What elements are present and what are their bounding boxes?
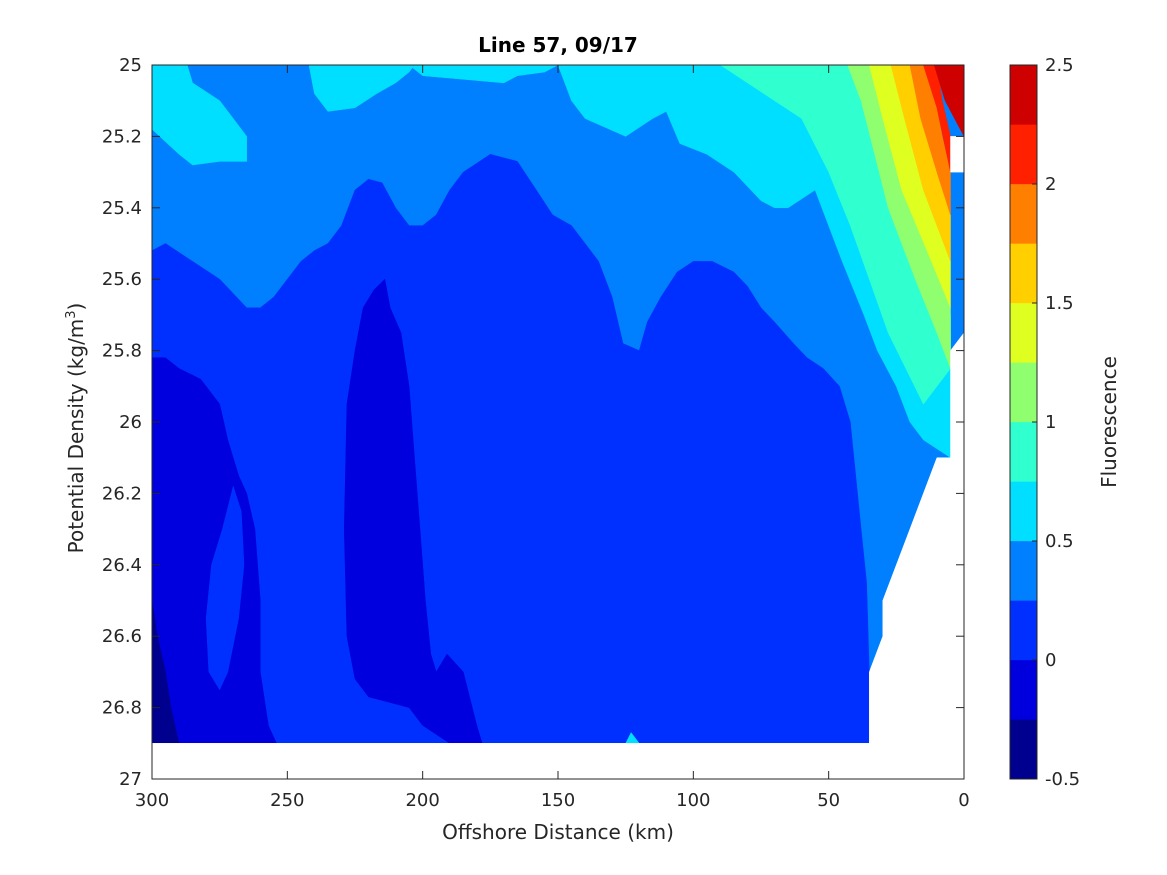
colorbar-segment-1 [1009, 659, 1038, 720]
colorbar-segment-6 [1009, 362, 1038, 423]
y-axis-label-main: Potential Density (kg/m [64, 319, 88, 554]
colorbar-tick-label-2: 0.5 [1045, 531, 1074, 552]
y-tick-label-6: 26.2 [102, 483, 142, 504]
y-tick-label-2: 25.4 [102, 198, 142, 219]
y-tick-label-10: 27 [119, 769, 142, 790]
colorbar-tick-label-6: 2.5 [1045, 55, 1074, 76]
x-axis: 300 250 200 150 100 50 0 [135, 65, 970, 811]
plot-area: 300 250 200 150 100 50 0 2525.225.425.625.8262… [102, 55, 970, 811]
y-axis-label-closing: ) [64, 303, 88, 311]
y-tick-label-1: 25.2 [102, 126, 142, 147]
no-data-region-2 [152, 743, 964, 779]
y-tick-label-9: 26.8 [102, 698, 142, 719]
x-tick-label-0: 300 [135, 790, 169, 811]
missing-data-regions [152, 136, 964, 779]
y-tick-label-4: 25.8 [102, 341, 142, 362]
colorbar-tick-label-4: 1.5 [1045, 293, 1074, 314]
x-tick-label-4: 100 [676, 790, 710, 811]
colorbar-segment-2 [1009, 600, 1038, 661]
colorbar-segment-3 [1009, 540, 1038, 601]
y-tick-label-5: 26 [119, 412, 142, 433]
colorbar-segment-10 [1009, 124, 1038, 185]
contour-region-16 [308, 65, 415, 112]
colorbar-segment-7 [1009, 302, 1038, 363]
contour-region-11 [152, 154, 870, 744]
contour-region-1 [152, 65, 247, 166]
x-axis-label: Offshore Distance (km) [442, 820, 674, 844]
no-data-region-0 [950, 136, 964, 173]
x-tick-label-1: 250 [270, 790, 304, 811]
y-tick-label-0: 25 [119, 55, 142, 76]
colorbar-segment-9 [1009, 183, 1038, 244]
y-tick-label-8: 26.6 [102, 626, 142, 647]
contour-region-10 [933, 65, 964, 137]
y-axis-label-superscript: 3 [64, 310, 79, 318]
y-axis-label: Potential Density (kg/m3) [64, 303, 88, 554]
colorbar-tick-label-3: 1 [1045, 412, 1056, 433]
colorbar-tick-label-1: 0 [1045, 650, 1056, 671]
contour-region-15 [205, 485, 245, 691]
colorbar-segment-11 [1009, 64, 1038, 125]
colorbar-tick-label-0: -0.5 [1045, 769, 1080, 790]
y-tick-label-7: 26.4 [102, 555, 142, 576]
colorbar-tick-label-5: 2 [1045, 174, 1056, 195]
x-tick-label-3: 150 [541, 790, 575, 811]
colorbar: -0.5 0 0.5 1 1.5 2 2.5 [1009, 55, 1080, 790]
colorbar-segment-4 [1009, 481, 1038, 542]
y-axis: 25 25.2 25.4 25.6 25.8 26 26.2 26.4 26.6 26.8 27 [102, 55, 964, 790]
x-tick-label-2: 200 [405, 790, 439, 811]
colorbar-segment-0 [1009, 719, 1038, 780]
colorbar-segment-8 [1009, 243, 1038, 304]
contour-fills [152, 65, 964, 744]
contour-region-13 [343, 278, 483, 744]
y-tick-label-3: 25.6 [102, 269, 142, 290]
colorbar-segment-5 [1009, 421, 1038, 482]
contour-region-12 [152, 357, 277, 744]
x-tick-label-6: 0 [958, 790, 969, 811]
chart-title: Line 57, 09/17 [478, 33, 638, 57]
x-tick-label-5: 50 [817, 790, 840, 811]
colorbar-label: Fluorescence [1097, 356, 1121, 488]
